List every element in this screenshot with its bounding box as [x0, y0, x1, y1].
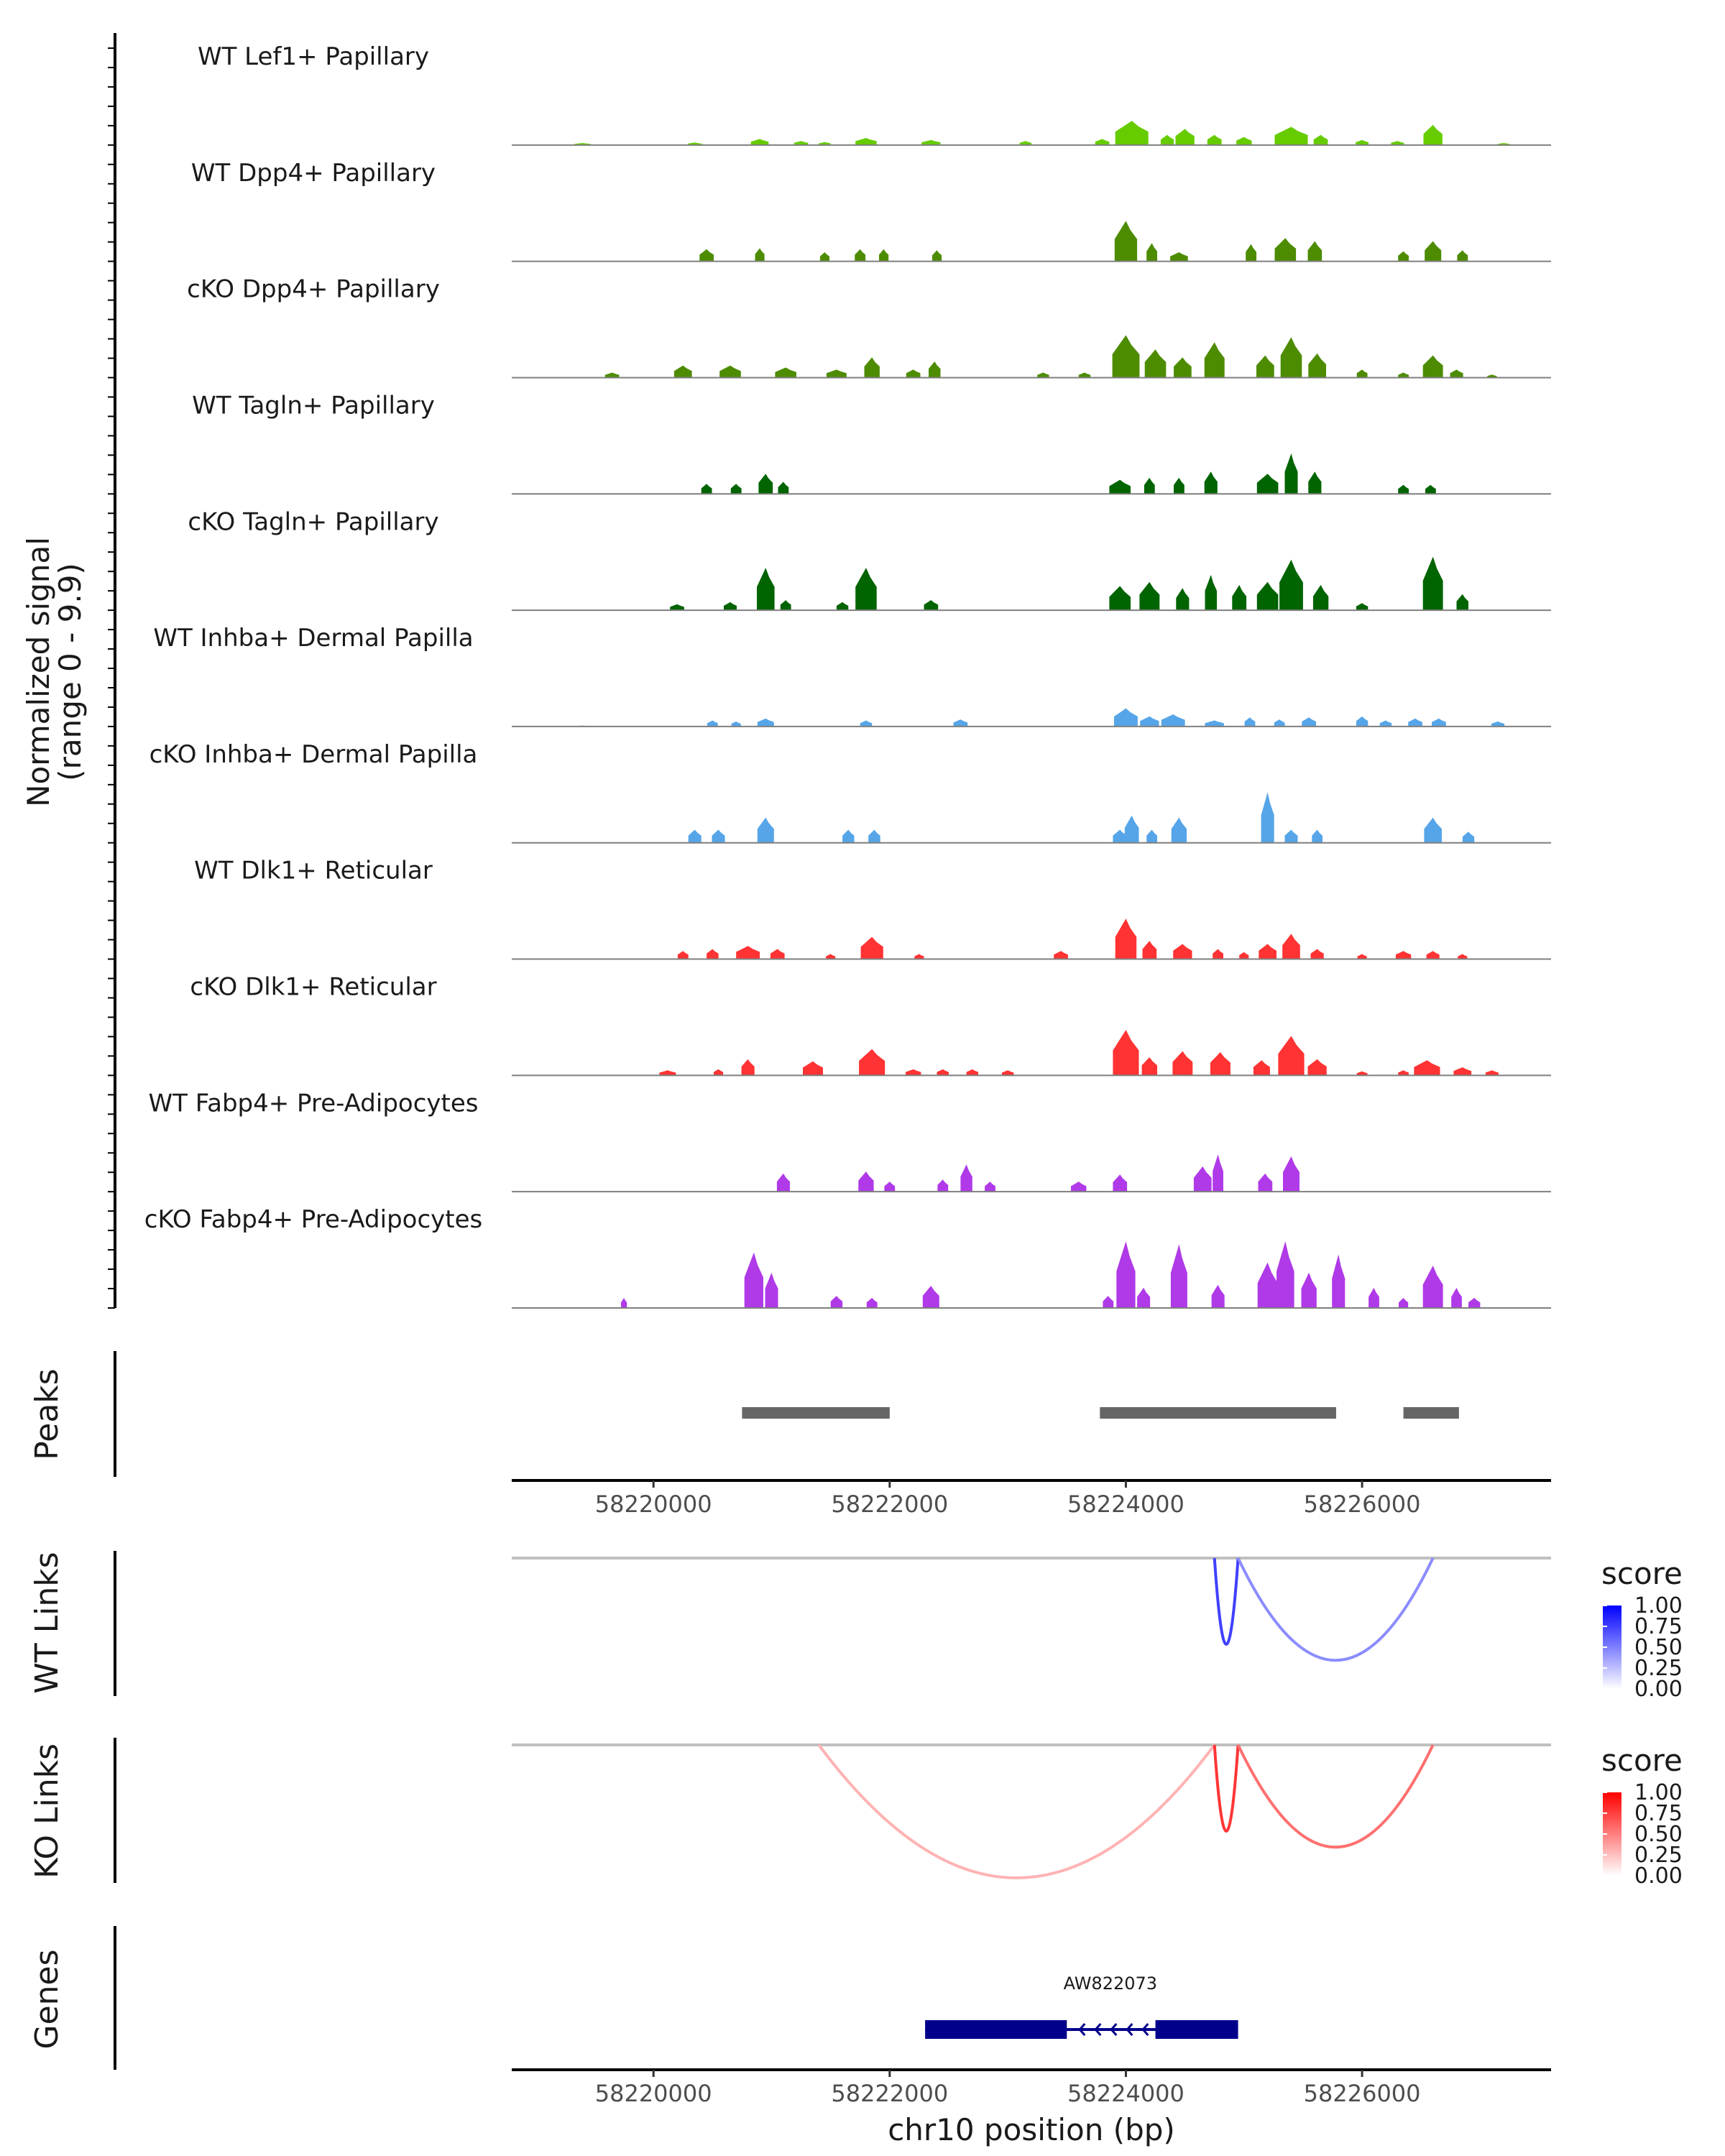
legend-tick-label: 0.50: [1634, 1822, 1683, 1847]
coverage-track: WT Dlk1+ Reticular: [194, 857, 1551, 960]
peak-region: [1403, 1407, 1459, 1419]
wt-links-legend: score 1.000.750.500.250.00: [1601, 1556, 1683, 1702]
track-label: WT Dlk1+ Reticular: [194, 857, 433, 885]
ko-links-title: KO Links: [29, 1743, 65, 1879]
coverage-signal-area: [776, 1154, 1300, 1192]
gene-exon: [925, 2020, 1067, 2039]
coverage-y-axis-range: (range 0 - 9.9): [52, 563, 88, 781]
coverage-track: WT Inhba+ Dermal Papilla: [153, 624, 1551, 727]
peaks-panel-title: Peaks: [29, 1368, 65, 1460]
legend-tick-label: 1.00: [1634, 1593, 1683, 1618]
coverage-signal-area: [670, 556, 1469, 611]
coverage-track: WT Dpp4+ Papillary: [191, 159, 1551, 262]
track-label: WT Inhba+ Dermal Papilla: [153, 624, 473, 653]
x-tick-label: 58224000: [1067, 1491, 1184, 1518]
wt-link-arcs: [1213, 1557, 1435, 1662]
coverage-y-axis-title: Normalized signal: [21, 537, 56, 807]
coverage-signal-area: [699, 221, 1468, 262]
genes-panel: Genes AW822073 58220000 58222000 58224000 5…: [29, 1926, 1551, 2147]
x-axis-top: 58220000 58222000 58224000 58226000: [512, 1479, 1551, 1518]
coverage-signal-area: [677, 918, 1468, 959]
coverage-signal-area: [579, 708, 1505, 727]
track-label: WT Fabp4+ Pre-Adipocytes: [149, 1089, 479, 1118]
x-tick-label: 58222000: [831, 1491, 948, 1518]
ko-legend-title: score: [1601, 1743, 1683, 1778]
track-label: cKO Dpp4+ Papillary: [187, 275, 440, 304]
strand-arrow: [1078, 2023, 1086, 2036]
link-arc: [1213, 1744, 1240, 1833]
wt-links-panel: WT Links score 1.000.750.500.250.00: [29, 1551, 1683, 1702]
track-label: WT Lef1+ Papillary: [198, 42, 429, 71]
coverage-y-axis: [108, 33, 116, 1309]
track-label: WT Dpp4+ Papillary: [191, 159, 436, 188]
link-arc: [817, 1743, 1216, 1879]
x-tick-label: 58224000: [1067, 2080, 1184, 2107]
coverage-track: WT Fabp4+ Pre-Adipocytes: [149, 1089, 1551, 1193]
track-label: cKO Tagln+ Papillary: [188, 507, 438, 536]
peak-region: [742, 1407, 890, 1419]
peak-regions: [742, 1407, 1459, 1419]
x-tick-label: 58220000: [595, 2080, 712, 2107]
ko-link-arcs: [817, 1743, 1435, 1879]
legend-tick-label: 0.25: [1634, 1843, 1683, 1868]
legend-tick-label: 0.25: [1634, 1656, 1683, 1681]
legend-tick-label: 0.00: [1634, 1864, 1683, 1889]
legend-tick-label: 0.50: [1634, 1635, 1683, 1660]
link-arc: [1213, 1557, 1240, 1646]
x-axis-title: chr10 position (bp): [888, 2112, 1175, 2147]
coverage-signal-area: [604, 335, 1497, 378]
gene-model: AW822073: [925, 1973, 1238, 2039]
x-tick-label: 58220000: [595, 1491, 712, 1518]
x-tick-label: 58226000: [1304, 1491, 1421, 1518]
coverage-signal-area: [574, 121, 1510, 145]
gene-exon: [1155, 2020, 1238, 2039]
strand-arrow: [1126, 2023, 1133, 2036]
link-arc: [1236, 1744, 1435, 1848]
coverage-signal-area: [688, 792, 1475, 843]
gene-label: AW822073: [1064, 1973, 1157, 1994]
strand-arrow: [1141, 2023, 1149, 2036]
legend-tick-label: 0.75: [1634, 1801, 1683, 1826]
strand-arrow: [1094, 2023, 1102, 2036]
coverage-track: cKO Dlk1+ Reticular: [190, 973, 1551, 1077]
x-axis-bottom: 58220000 58222000 58224000 58226000: [512, 2068, 1551, 2107]
coverage-track: cKO Inhba+ Dermal Papilla: [150, 740, 1551, 844]
coverage-track: cKO Tagln+ Papillary: [188, 507, 1551, 612]
peaks-panel: Peaks 58220000 58222000 58224000 58226000: [29, 1351, 1551, 1518]
gene-models: AW822073: [925, 1973, 1238, 2039]
track-label: WT Tagln+ Papillary: [192, 391, 435, 420]
ko-links-panel: KO Links score 1.000.750.500.250.00: [29, 1738, 1683, 1889]
coverage-track: WT Tagln+ Papillary: [192, 391, 1551, 495]
track-label: cKO Fabp4+ Pre-Adipocytes: [144, 1205, 483, 1234]
track-label: cKO Inhba+ Dermal Papilla: [150, 740, 478, 769]
coverage-signal-area: [701, 453, 1436, 494]
wt-legend-title: score: [1601, 1556, 1683, 1591]
ko-links-legend: score 1.000.750.500.250.00: [1601, 1743, 1683, 1889]
legend-tick-label: 0.75: [1634, 1614, 1683, 1639]
coverage-panel: Normalized signal (range 0 - 9.9) WT Lef…: [21, 33, 1551, 1309]
link-arc: [1236, 1557, 1435, 1662]
legend-tick-label: 0.00: [1634, 1677, 1683, 1702]
coverage-signal-area: [659, 1030, 1499, 1076]
coverage-track: cKO Fabp4+ Pre-Adipocytes: [144, 1205, 1551, 1309]
strand-arrow: [1110, 2023, 1118, 2036]
coverage-signal-area: [621, 1241, 1481, 1308]
legend-tick-label: 1.00: [1634, 1780, 1683, 1805]
peak-region: [1100, 1407, 1336, 1419]
wt-links-title: WT Links: [29, 1552, 65, 1693]
x-tick-label: 58222000: [831, 2080, 948, 2107]
coverage-track: cKO Dpp4+ Papillary: [187, 275, 1551, 379]
track-label: cKO Dlk1+ Reticular: [190, 973, 436, 1002]
x-tick-label: 58226000: [1304, 2080, 1421, 2107]
coverage-tracks: WT Lef1+ Papillary WT Dpp4+ Papillary cKO …: [144, 42, 1551, 1309]
genes-title: Genes: [29, 1949, 65, 2049]
coverage-track: WT Lef1+ Papillary: [198, 42, 1551, 146]
